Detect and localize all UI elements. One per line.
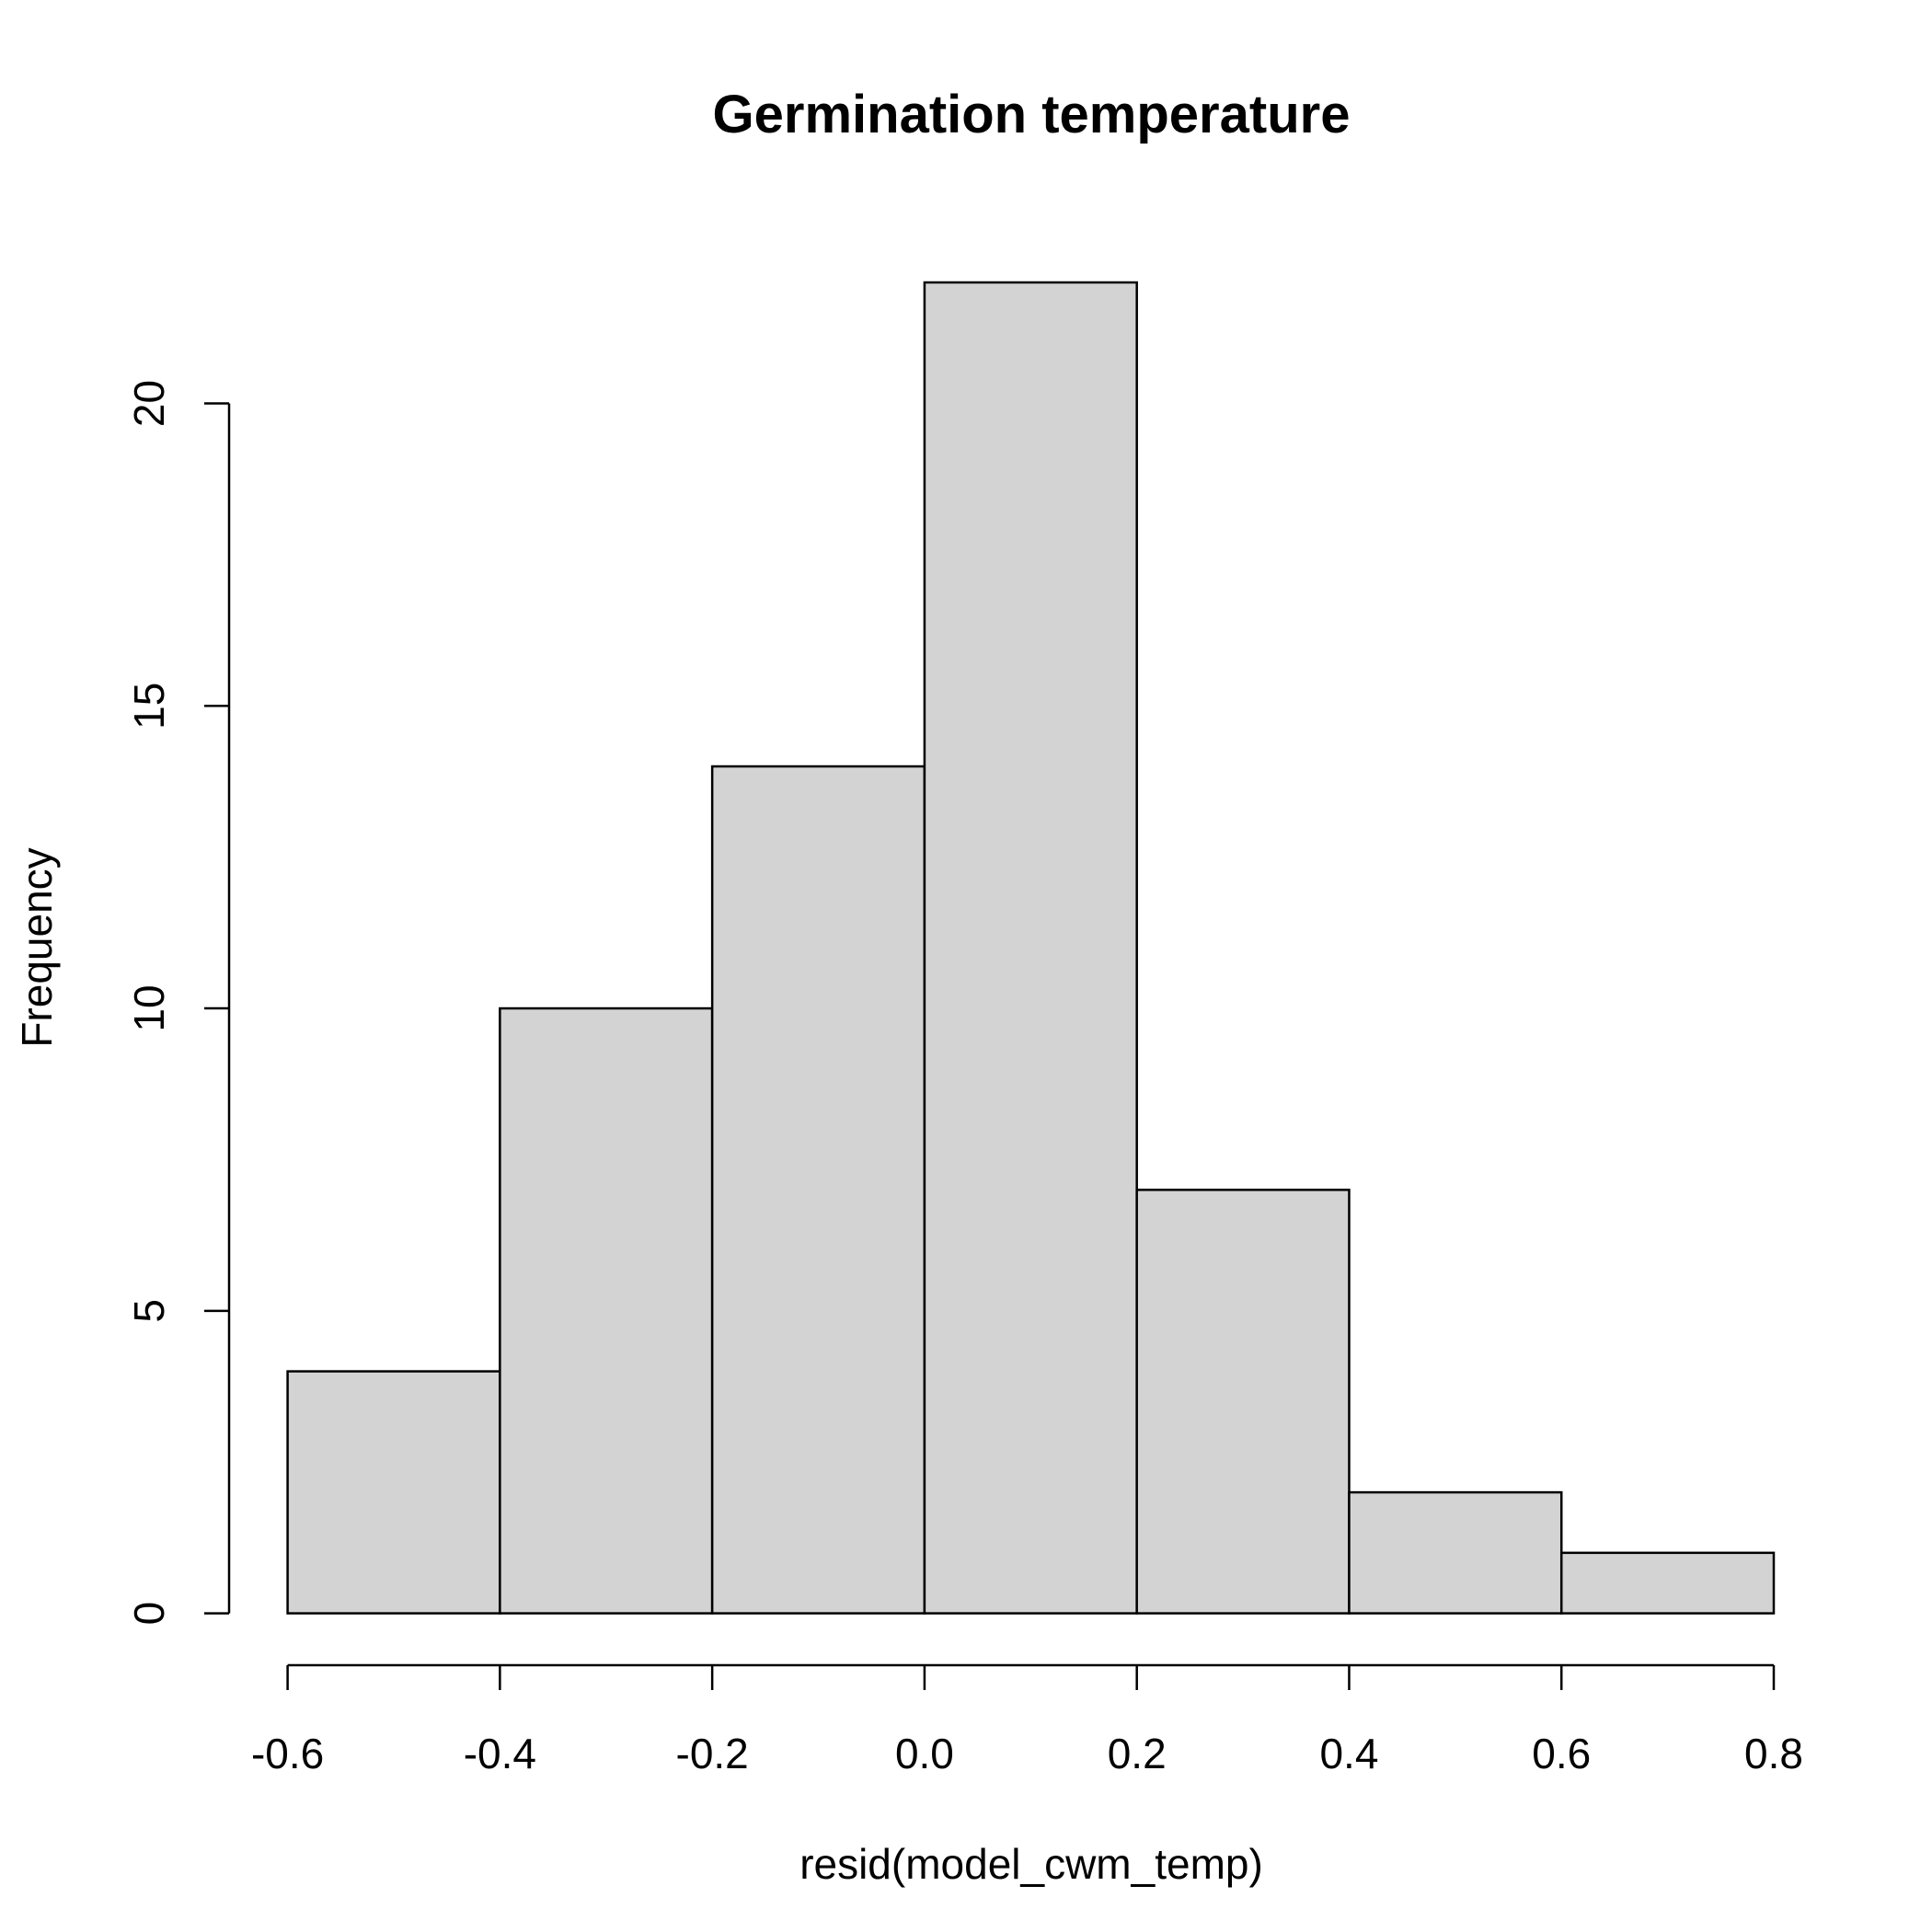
y-tick-label: 0 <box>125 1602 173 1626</box>
x-tick-label: 0.8 <box>1744 1730 1803 1777</box>
x-axis-title: resid(model_cwm_temp) <box>799 1840 1263 1888</box>
bar <box>1348 1490 1563 1615</box>
x-tick-label: -0.6 <box>251 1730 324 1777</box>
bar <box>286 1370 501 1615</box>
bar <box>1559 1551 1776 1615</box>
bar <box>710 765 926 1615</box>
x-tick-label: 0.2 <box>1108 1730 1167 1777</box>
x-tick-label: 0.0 <box>895 1730 954 1777</box>
bar <box>1135 1189 1351 1615</box>
chart-title: Germination temperature <box>713 85 1351 144</box>
y-tick-label: 5 <box>125 1299 173 1323</box>
bar <box>499 1006 714 1615</box>
x-tick-label: 0.4 <box>1319 1730 1378 1777</box>
x-tick-label: -0.4 <box>464 1730 536 1777</box>
y-axis-title: Frequency <box>13 847 61 1047</box>
x-tick-label: 0.6 <box>1532 1730 1591 1777</box>
y-tick-label: 10 <box>125 984 173 1031</box>
bar <box>923 281 1138 1615</box>
y-tick-label: 20 <box>125 380 173 427</box>
y-tick-label: 15 <box>125 683 173 730</box>
x-tick-label: -0.2 <box>676 1730 749 1777</box>
